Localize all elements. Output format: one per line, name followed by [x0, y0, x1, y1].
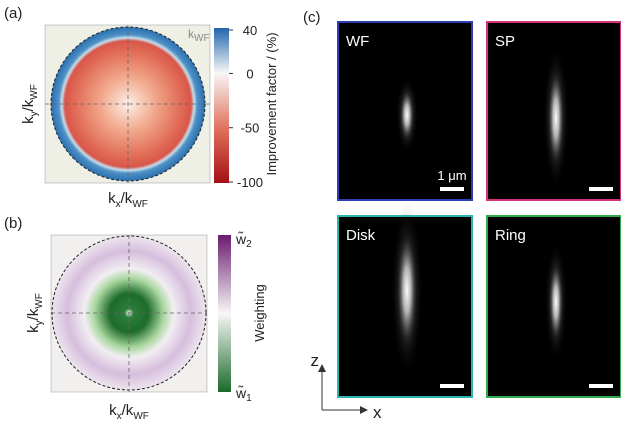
colorbar-top: w̃2	[235, 231, 252, 250]
scale-label: 1 μm	[437, 168, 466, 183]
panel-label: (b)	[4, 215, 22, 232]
t: k	[109, 402, 117, 419]
t: WF	[34, 293, 45, 309]
psf-spot	[549, 262, 563, 342]
t: k	[188, 27, 195, 41]
colorbar-title: Improvement factor / (%)	[264, 32, 279, 175]
t: x	[117, 411, 122, 422]
colorbar-tick-label: 0	[246, 66, 253, 81]
scale-bar	[440, 187, 464, 191]
colorbar-tick-label: 40	[243, 23, 257, 38]
t: w̃	[235, 231, 247, 247]
image-label: Ring	[495, 227, 526, 244]
t: /k	[121, 190, 133, 207]
colorbar-tick-label: -50	[241, 121, 260, 136]
scale-bar	[589, 187, 613, 191]
t: k	[25, 325, 42, 333]
t: /k	[20, 99, 37, 111]
image-label: SP	[495, 33, 515, 50]
t: /k	[25, 308, 42, 320]
axis-x: x	[373, 403, 382, 422]
x-arrowhead	[360, 406, 368, 414]
panel-label: (a)	[4, 5, 22, 22]
t: k	[108, 190, 116, 207]
t: w̃	[235, 385, 247, 401]
colorbar	[218, 235, 231, 392]
colorbar-bottom: w̃1	[235, 385, 252, 404]
t: 2	[246, 239, 252, 250]
colorbar-tick-label: -100	[237, 175, 263, 190]
t: 1	[246, 393, 252, 404]
t: WF	[132, 199, 148, 210]
y-label: ky/kWF	[25, 293, 45, 333]
t: WF	[29, 84, 40, 100]
x-label: kx/kWF	[109, 402, 149, 422]
circle-label: kWF	[188, 27, 210, 44]
psf-spot	[400, 89, 414, 141]
panel-label: (c)	[303, 9, 321, 26]
scale-bar	[589, 384, 613, 388]
colorbar-title: Weighting	[252, 284, 267, 342]
x-label: kx/kWF	[108, 190, 148, 210]
t: y	[29, 111, 40, 116]
y-label: ky/kWF	[20, 84, 40, 124]
t: WF	[133, 411, 149, 422]
psf-spot	[397, 232, 417, 348]
psf-spot	[548, 70, 564, 166]
t: y	[34, 320, 45, 325]
t: x	[116, 199, 121, 210]
z-arrowhead	[318, 364, 326, 372]
colorbar	[214, 28, 229, 183]
t: WF	[194, 33, 210, 44]
t: /k	[122, 402, 134, 419]
image-label: WF	[346, 33, 369, 50]
scale-bar	[440, 384, 464, 388]
image-label: Disk	[346, 227, 376, 244]
axis-z: z	[311, 351, 320, 370]
t: k	[20, 116, 37, 124]
